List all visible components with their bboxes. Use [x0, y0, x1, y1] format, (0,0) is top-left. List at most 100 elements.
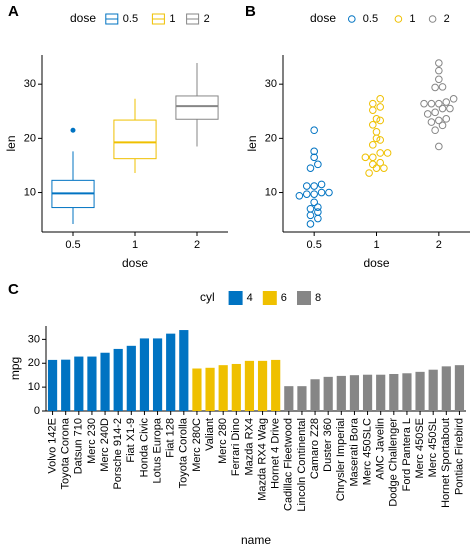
legend-key: [262, 291, 277, 305]
legend-key: [394, 15, 403, 23]
bar: [402, 373, 412, 411]
legend-label: 4: [247, 292, 253, 304]
dot: [376, 158, 385, 167]
bar: [349, 375, 360, 411]
x-tick-label: Merc 230: [86, 418, 98, 464]
x-tick-label: Camaro Z28: [309, 418, 321, 479]
bar: [336, 375, 346, 411]
dot: [435, 116, 443, 125]
dot: [365, 169, 373, 177]
bar: [376, 374, 386, 411]
dot: [376, 149, 385, 157]
x-tick-label: Merc 450SE: [414, 418, 426, 479]
bar: [126, 345, 136, 411]
dot: [295, 191, 304, 200]
legend-label: 1: [409, 13, 415, 25]
legend-key: [297, 291, 311, 305]
legend-title: cyl: [200, 290, 215, 304]
dot: [302, 182, 311, 190]
dot: [310, 153, 318, 162]
dot: [438, 121, 447, 130]
bar: [100, 352, 110, 411]
legend-label: 0.5: [123, 13, 138, 25]
legend-label: 6: [281, 292, 287, 304]
dot: [369, 153, 377, 162]
dot: [369, 106, 377, 114]
dot: [435, 142, 443, 151]
x-tick-label: Lotus Europa: [151, 417, 163, 483]
dot: [376, 95, 385, 103]
legend-label: 2: [444, 13, 450, 25]
x-tick-label: Fiat X1-9: [125, 418, 137, 463]
bar: [74, 356, 84, 411]
x-tick-label: Porsche 914-2: [112, 418, 124, 490]
x-tick-label: Lincoln Continental: [296, 418, 308, 512]
y-tick-label: 10: [28, 381, 40, 393]
y-tick-label: 20: [28, 357, 40, 369]
bar: [257, 360, 268, 411]
legend-key: [228, 291, 243, 305]
x-tick-label: AMC Javelin: [375, 418, 387, 480]
dot: [423, 110, 432, 118]
panel-tag: C: [8, 281, 19, 298]
dot: [369, 121, 377, 129]
dot: [306, 211, 315, 220]
dot: [435, 59, 443, 67]
legend-title: dose: [310, 11, 336, 25]
dot: [369, 160, 377, 169]
x-tick-label: Merc 280: [217, 418, 229, 464]
dot: [435, 75, 443, 84]
bar: [61, 359, 71, 411]
x-tick-label: Valiant: [204, 418, 216, 451]
dot: [310, 147, 318, 156]
x-tick-label: 1: [132, 239, 138, 251]
dot: [427, 99, 436, 108]
x-tick-label: Volvo 142E: [46, 418, 58, 474]
x-tick-label: 2: [194, 239, 200, 251]
y-axis-title: mpg: [8, 357, 22, 380]
y-tick-label: 10: [265, 186, 277, 198]
dot: [310, 126, 318, 135]
x-tick-label: Merc 240D: [99, 418, 111, 472]
x-axis-title: dose: [122, 256, 148, 270]
dot: [317, 180, 326, 189]
dot: [317, 188, 326, 197]
x-tick-label: Hornet 4 Drive: [270, 418, 282, 489]
x-tick-label: Hornet Sportabout: [440, 418, 452, 508]
bar: [87, 356, 97, 411]
dot: [314, 214, 322, 223]
dot: [325, 188, 333, 197]
x-tick-label: Duster 360: [322, 418, 334, 472]
y-tick-label: 20: [24, 132, 36, 144]
x-axis-title: name: [241, 533, 271, 547]
bar: [218, 365, 228, 411]
x-tick-label: Mazda RX4 Wag: [256, 418, 268, 501]
x-tick-label: Honda Civic: [138, 418, 150, 478]
panel-tag: A: [8, 3, 19, 20]
dot: [361, 153, 370, 162]
legend-label: 1: [169, 13, 175, 25]
x-tick-label: Toyota Corolla: [178, 417, 190, 488]
dot: [306, 204, 315, 213]
bar: [192, 368, 202, 411]
x-tick-label: Dodge Challenger: [388, 418, 400, 507]
dot: [314, 203, 322, 211]
x-tick-label: Ford Pantera L: [401, 418, 413, 491]
dot: [383, 149, 392, 157]
x-tick-label: 1: [373, 239, 379, 251]
dot: [302, 190, 311, 198]
dot: [442, 115, 451, 123]
bar: [284, 386, 294, 411]
dot: [438, 104, 447, 113]
dot: [372, 128, 381, 136]
bar: [323, 376, 333, 411]
outlier: [70, 127, 76, 133]
dot: [376, 116, 385, 125]
y-tick-label: 0: [34, 405, 40, 417]
y-tick-label: 20: [265, 132, 277, 144]
bar: [231, 363, 241, 411]
x-tick-label: Ferrari Dino: [230, 418, 242, 476]
y-axis-title: len: [245, 135, 259, 151]
legend-key: [428, 15, 437, 23]
